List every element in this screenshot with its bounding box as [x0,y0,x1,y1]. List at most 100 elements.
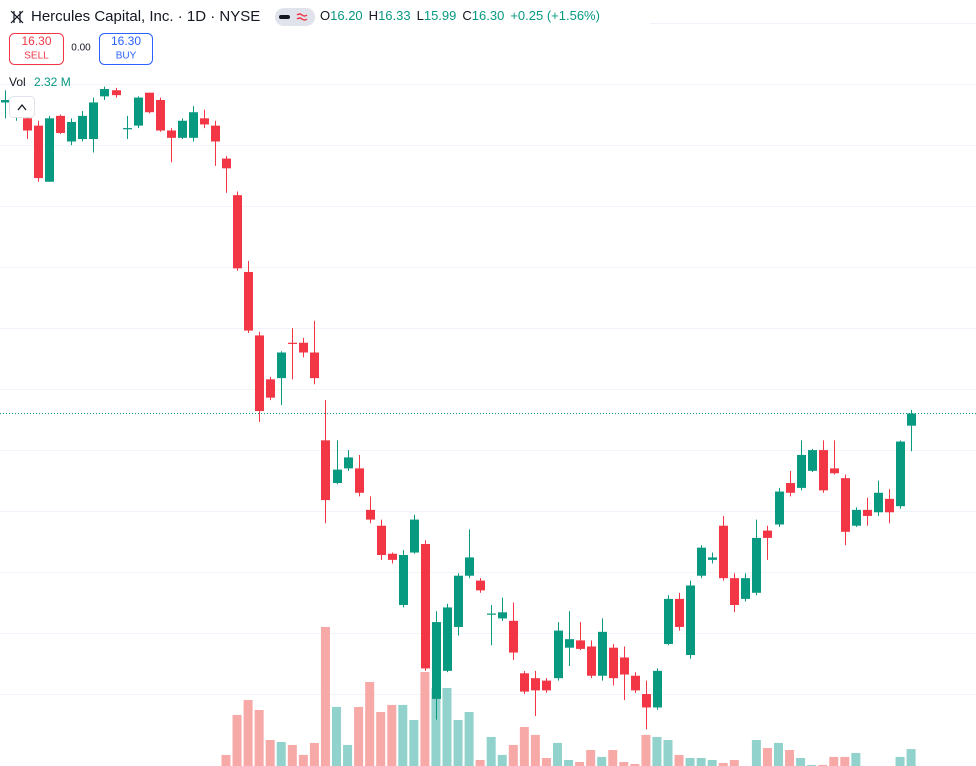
candle-body [266,379,275,398]
volume-bar [265,740,275,766]
volume-bar [541,758,551,766]
candle-body [752,537,761,593]
volume-bar [597,756,607,766]
volume-bar [906,749,916,766]
volume-bar [519,726,529,766]
volume-bar [243,700,253,766]
volume-bar [851,752,861,766]
sell-button[interactable] [9,33,64,65]
candle-body [432,622,441,699]
candle-body [310,352,319,379]
candle-body [34,125,43,179]
candle-body [664,598,673,645]
candle-body [841,478,850,532]
candle-body [775,491,784,525]
ohlc-label: L [417,8,424,23]
volume-bar [409,720,419,766]
candle-body [554,630,563,679]
volume-legend: Vol 2.32 M [9,75,71,118]
volume-bar [431,688,441,766]
sell-price: 16.30 [21,34,51,48]
volume-bar [553,742,562,766]
volume-bar [564,760,574,766]
candle-body [808,450,817,471]
volume-bar [320,626,330,766]
candle-body [786,483,795,493]
candle-body [299,342,308,353]
candle-body [56,115,65,133]
ohlc-label: O [320,8,330,23]
candle-body [344,457,353,469]
status-icon [296,13,308,21]
header-bg [0,0,650,30]
volume-bar [486,736,496,766]
candle-body [730,578,739,605]
plot-area [0,23,976,766]
volume-bar [442,688,452,766]
volume-bar [376,712,386,766]
candle-body [476,580,485,591]
buy-button[interactable] [99,33,153,65]
candle-body [609,647,618,679]
volume-bar [751,740,761,766]
candle-body [576,640,585,649]
candle-body [598,631,607,676]
candle-body [78,115,87,140]
status-icon [279,15,290,19]
volume-bar [343,744,353,766]
candle-body [531,678,540,691]
trade-buttons: 16.30 SELL 0.00 16.30 BUY [9,33,153,65]
volume-bar [718,762,728,766]
volume-value: 2.32 M [34,75,71,89]
candle-body [366,509,375,520]
candle-body [763,530,772,538]
candle-body [498,612,507,619]
volume-bar [298,754,308,766]
ohlc-value: 15.99 [424,8,457,23]
volume-bar [729,760,739,766]
candle-body [443,607,452,671]
candle-body [45,118,54,182]
candle-body [233,195,242,269]
candle-body [178,120,187,138]
candle-body [852,509,861,526]
ohlc-legend: O16.20 H16.33 L15.99 C16.30 +0.25 (+1.56%) [320,8,600,23]
volume-bar [420,672,430,766]
volume-bar [497,754,507,766]
candle-body [797,454,806,488]
volume-bar [475,760,485,766]
volume-label: Vol [9,75,26,89]
buy-label: BUY [116,51,137,62]
volume-bar [232,714,242,766]
candle-body [277,352,286,379]
candle-body [863,509,872,516]
candle-body [355,468,364,493]
candle-body [686,585,695,656]
candle-body [896,441,905,507]
candle-body [1,100,10,103]
candle-body [255,335,264,412]
volume-bar [895,756,905,766]
volume-bar [530,734,540,766]
candle-body [388,553,397,560]
collapse-button[interactable] [9,96,35,118]
status-badge [275,8,315,26]
volume-bar [464,712,474,766]
volume-bar [652,736,662,766]
candle-body [189,112,198,138]
collapse-icon [17,103,27,111]
ohlc-value: 16.20 [330,8,363,23]
buy-price: 16.30 [111,34,141,48]
candle-body [907,413,916,426]
candle-body [156,100,165,131]
symbol-icon [10,10,24,24]
candle-body [642,694,651,708]
candle-body [509,620,518,653]
volume-bar [696,758,706,766]
candle-body [399,554,408,605]
candle-body [377,525,386,555]
ohlc-label: H [369,8,378,23]
volume-bar [453,720,463,766]
candle-body [830,468,839,474]
volume-bar [354,706,364,766]
